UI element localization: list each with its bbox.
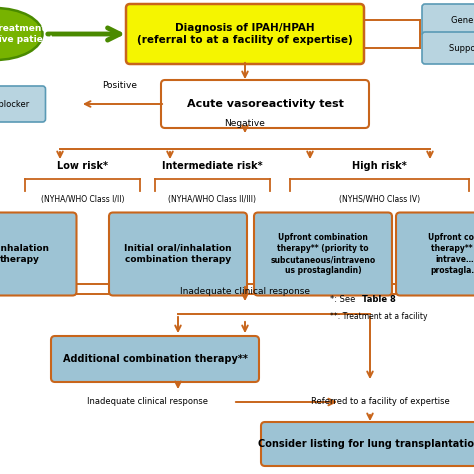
FancyBboxPatch shape [0, 86, 46, 122]
Text: Additional combination therapy**: Additional combination therapy** [63, 354, 247, 364]
Text: Intermediate risk*: Intermediate risk* [162, 161, 263, 171]
Text: Initial oral/inhalation
combination therapy: Initial oral/inhalation combination ther… [124, 244, 232, 264]
FancyBboxPatch shape [126, 4, 364, 64]
Text: Treatment
naïve patient: Treatment naïve patient [0, 24, 54, 44]
Text: l/inhalation
therapy: l/inhalation therapy [0, 244, 49, 264]
Text: Upfront co…
therapy** (
intrave…
prostagla…: Upfront co… therapy** ( intrave… prostag… [428, 233, 474, 275]
Text: *: See: *: See [330, 294, 358, 303]
Text: **: Treatment at a facility: **: Treatment at a facility [330, 312, 428, 321]
Text: Positive: Positive [102, 81, 137, 90]
Ellipse shape [0, 8, 43, 60]
Text: Diagnosis of IPAH/HPAH
(referral to at a facility of expertise): Diagnosis of IPAH/HPAH (referral to at a… [137, 23, 353, 45]
Text: Channel blocker: Channel blocker [0, 100, 29, 109]
Text: General measures: General measures [451, 16, 474, 25]
Text: (NYHA/WHO Class II/III): (NYHA/WHO Class II/III) [168, 195, 256, 204]
Text: (NYHS/WHO Class IV): (NYHS/WHO Class IV) [339, 195, 420, 204]
Text: Low risk*: Low risk* [57, 161, 108, 171]
Text: Inadequate clinical response: Inadequate clinical response [88, 398, 209, 407]
FancyBboxPatch shape [261, 422, 474, 466]
Text: Negative: Negative [225, 119, 265, 128]
FancyBboxPatch shape [51, 336, 259, 382]
Text: Consider listing for lung transplantation: Consider listing for lung transplantatio… [258, 439, 474, 449]
Text: Table 8: Table 8 [362, 294, 396, 303]
Text: (NYHA/WHO Class I/II): (NYHA/WHO Class I/II) [41, 195, 124, 204]
FancyBboxPatch shape [161, 80, 369, 128]
FancyBboxPatch shape [396, 212, 474, 295]
Text: Referred to a facility of expertise: Referred to a facility of expertise [310, 398, 449, 407]
Text: Upfront combination
therapy** (priority to
subcutaneous/intraveno
us prostagland: Upfront combination therapy** (priority … [270, 233, 375, 275]
FancyBboxPatch shape [0, 212, 76, 295]
Text: High risk*: High risk* [352, 161, 407, 171]
FancyBboxPatch shape [422, 4, 474, 36]
FancyBboxPatch shape [254, 212, 392, 295]
FancyBboxPatch shape [422, 32, 474, 64]
Text: Supportive therapy: Supportive therapy [449, 44, 474, 53]
Text: Inadequate clinical response: Inadequate clinical response [180, 287, 310, 296]
Text: Acute vasoreactivity test: Acute vasoreactivity test [187, 99, 344, 109]
FancyBboxPatch shape [109, 212, 247, 295]
